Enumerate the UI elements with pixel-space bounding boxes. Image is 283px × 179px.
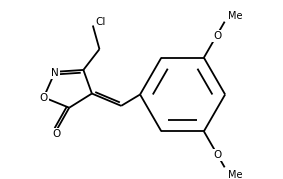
- Text: O: O: [213, 150, 221, 160]
- Text: N: N: [51, 68, 59, 78]
- Text: Me: Me: [228, 11, 243, 21]
- Text: O: O: [53, 129, 61, 139]
- Text: O: O: [40, 93, 48, 103]
- Text: O: O: [213, 31, 221, 41]
- Text: Cl: Cl: [96, 17, 106, 27]
- Text: Me: Me: [228, 170, 243, 179]
